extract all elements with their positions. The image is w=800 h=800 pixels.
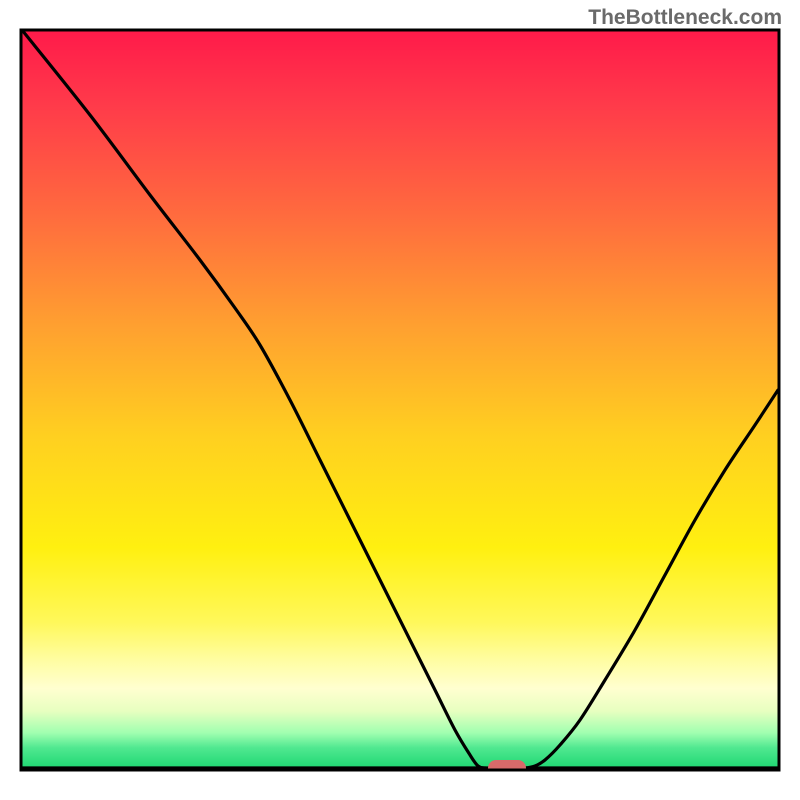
optimal-marker <box>488 760 526 776</box>
chart-svg <box>0 0 800 800</box>
watermark-text: TheBottleneck.com <box>588 6 782 30</box>
gradient-background <box>21 30 779 770</box>
bottleneck-chart: TheBottleneck.com <box>0 0 800 800</box>
